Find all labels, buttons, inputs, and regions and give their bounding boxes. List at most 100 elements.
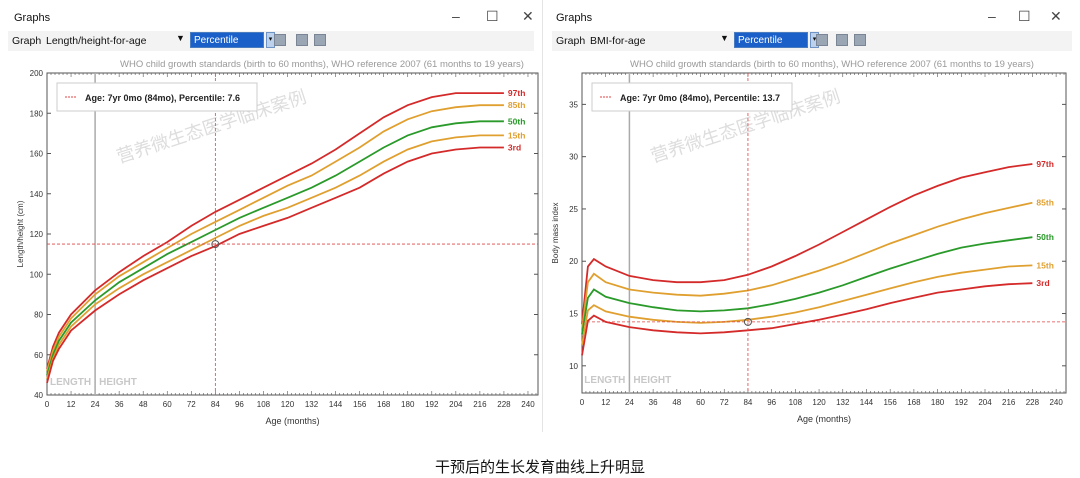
close-button[interactable]: ✕ — [1050, 8, 1062, 24]
x-tick-label: 132 — [305, 400, 319, 409]
graph-type-select[interactable]: BMI-for-age — [590, 35, 646, 47]
y-tick-label: 120 — [30, 230, 44, 239]
maximize-button[interactable]: ☐ — [486, 8, 499, 24]
series-line-15th — [581, 264, 1033, 346]
minimize-button[interactable]: – — [988, 8, 996, 24]
x-tick-label: 228 — [497, 400, 511, 409]
x-tick-label: 60 — [163, 400, 172, 409]
plot-area — [46, 72, 539, 396]
y-tick-label: 10 — [569, 362, 578, 371]
y-tick-label: 15 — [569, 310, 578, 319]
title-bar: Graphs – ☐ ✕ — [544, 0, 1080, 32]
series-label-85th: 85th — [508, 100, 525, 110]
series-label-50th: 50th — [1036, 232, 1053, 242]
series-line-50th — [581, 236, 1033, 335]
chart-0: 0 12 24 36 48 60 72 84 96 108 120 132 144 156 168 180 19… — [16, 69, 539, 426]
y-tick-label: 35 — [569, 100, 578, 109]
y-axis-label: Length/height (cm) — [16, 200, 25, 267]
series-label-50th: 50th — [508, 116, 525, 126]
region-label-height: HEIGHT — [633, 375, 671, 386]
chart-icon[interactable] — [816, 34, 828, 46]
x-tick-label: 108 — [789, 398, 803, 407]
series-label-3rd: 3rd — [508, 142, 521, 152]
save-icon[interactable] — [314, 34, 326, 46]
x-tick-label: 240 — [521, 400, 535, 409]
series-line-97th — [46, 92, 504, 370]
x-tick-label: 24 — [625, 398, 634, 407]
x-tick-label: 0 — [580, 398, 585, 407]
graph-type-select[interactable]: Length/height-for-age — [46, 35, 147, 47]
x-tick-label: 240 — [1049, 398, 1063, 407]
series-label-97th: 97th — [508, 88, 525, 98]
x-tick-label: 84 — [211, 400, 220, 409]
x-tick-label: 96 — [767, 398, 776, 407]
y-tick-label: 100 — [30, 270, 44, 279]
x-tick-label: 48 — [139, 400, 148, 409]
y-tick-label: 30 — [569, 153, 578, 162]
x-tick-label: 204 — [449, 400, 463, 409]
chevron-down-icon[interactable]: ▼ — [176, 33, 185, 43]
x-tick-label: 192 — [955, 398, 969, 407]
x-tick-label: 48 — [672, 398, 681, 407]
x-tick-label: 132 — [836, 398, 850, 407]
graph-label: Graph — [12, 35, 42, 47]
chart-1: 0 12 24 36 48 60 72 84 96 108 120 132 144 156 168 180 19… — [551, 72, 1067, 424]
minimize-button[interactable]: – — [452, 8, 460, 24]
window-title: Graphs — [556, 12, 593, 24]
series-line-97th — [581, 163, 1033, 325]
series-line-85th — [46, 104, 504, 372]
chevron-down-icon[interactable]: ▼ — [720, 33, 729, 43]
toolbar: Graph Length/height-for-age ▼ Percentile… — [8, 31, 534, 51]
x-tick-label: 60 — [696, 398, 705, 407]
caption: 干预后的生长发育曲线上升明显 — [434, 458, 645, 476]
y-tick-label: 160 — [30, 150, 44, 159]
x-axis-label: Age (months) — [797, 414, 851, 424]
maximize-button[interactable]: ☐ — [1018, 8, 1031, 24]
chart-icon[interactable] — [274, 34, 286, 46]
y-tick-label: 200 — [30, 69, 44, 78]
x-tick-label: 156 — [353, 400, 367, 409]
copy-icon[interactable] — [836, 34, 848, 46]
graph-label: Graph — [556, 35, 586, 47]
title-bar: Graphs – ☐ ✕ — [0, 0, 542, 32]
series-label-97th: 97th — [1036, 159, 1053, 169]
x-tick-label: 36 — [115, 400, 124, 409]
y-tick-label: 180 — [30, 109, 44, 118]
x-tick-label: 216 — [473, 400, 487, 409]
y-tick-label: 140 — [30, 190, 44, 199]
save-icon[interactable] — [854, 34, 866, 46]
legend-frame — [591, 82, 793, 112]
y-tick-label: 40 — [34, 391, 43, 400]
series-line-15th — [46, 134, 504, 380]
series-line-3rd — [46, 146, 504, 384]
series-line-3rd — [581, 282, 1033, 356]
series-label-15th: 15th — [1036, 260, 1053, 270]
x-tick-label: 204 — [978, 398, 992, 407]
mode-select[interactable]: Percentile — [190, 32, 264, 48]
x-tick-label: 24 — [91, 400, 100, 409]
x-tick-label: 84 — [743, 398, 752, 407]
x-tick-label: 180 — [931, 398, 945, 407]
x-tick-label: 144 — [329, 400, 343, 409]
x-tick-label: 36 — [649, 398, 658, 407]
mode-select[interactable]: Percentile — [734, 32, 808, 48]
legend-box: Age: 7yr 0mo (84mo), Percentile: 7.6 — [56, 82, 258, 112]
y-tick-label: 60 — [34, 351, 43, 360]
x-tick-label: 120 — [281, 400, 295, 409]
x-tick-label: 12 — [67, 400, 76, 409]
x-tick-label: 192 — [425, 400, 439, 409]
plot-area — [581, 72, 1067, 394]
x-tick-label: 168 — [907, 398, 921, 407]
y-axis-label: Body mass index — [551, 203, 560, 264]
legend-box: Age: 7yr 0mo (84mo), Percentile: 13.7 — [591, 82, 793, 112]
close-button[interactable]: ✕ — [522, 8, 534, 24]
copy-icon[interactable] — [296, 34, 308, 46]
series-line-85th — [581, 201, 1033, 330]
region-label-height: HEIGHT — [99, 377, 137, 388]
x-tick-label: 12 — [601, 398, 610, 407]
legend-frame — [56, 82, 258, 112]
series-line-50th — [46, 120, 504, 376]
x-tick-label: 168 — [377, 400, 391, 409]
x-tick-label: 108 — [257, 400, 271, 409]
